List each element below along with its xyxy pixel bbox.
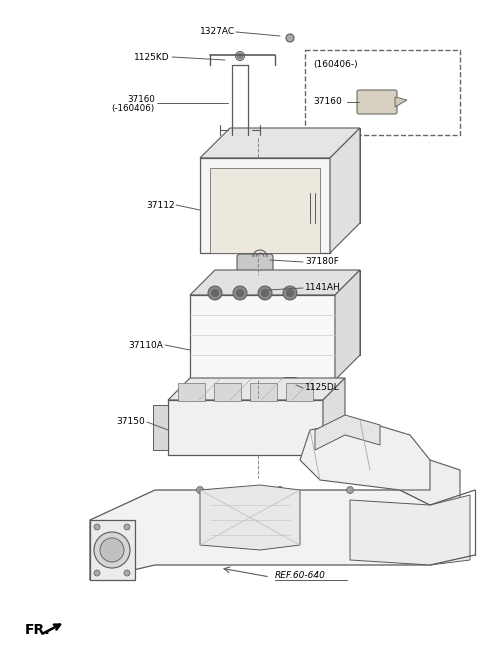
Bar — [190, 295, 335, 380]
Bar — [284, 377, 296, 383]
Text: 37112: 37112 — [146, 200, 175, 210]
Polygon shape — [90, 490, 430, 580]
Text: FR.: FR. — [25, 623, 51, 637]
Bar — [258, 280, 268, 285]
Circle shape — [211, 289, 219, 297]
Circle shape — [286, 289, 294, 297]
Text: 1125KD: 1125KD — [134, 52, 170, 62]
Text: 1125DL: 1125DL — [305, 383, 340, 392]
Polygon shape — [395, 97, 407, 107]
Circle shape — [94, 570, 100, 576]
FancyBboxPatch shape — [357, 90, 397, 114]
Circle shape — [283, 286, 297, 300]
Text: 1327AC: 1327AC — [200, 28, 235, 37]
Circle shape — [276, 487, 284, 493]
Polygon shape — [330, 128, 360, 253]
FancyBboxPatch shape — [237, 254, 273, 278]
Polygon shape — [300, 420, 430, 490]
Circle shape — [286, 34, 294, 42]
Circle shape — [238, 54, 242, 58]
Bar — [260, 282, 266, 298]
Bar — [305, 50, 460, 135]
Text: 37160: 37160 — [127, 96, 155, 105]
Circle shape — [261, 289, 269, 297]
Text: 37180F: 37180F — [305, 257, 339, 267]
Circle shape — [124, 570, 130, 576]
Polygon shape — [315, 415, 380, 450]
Bar — [168, 400, 323, 455]
Bar — [287, 380, 293, 400]
Polygon shape — [200, 128, 360, 158]
Polygon shape — [350, 495, 470, 565]
Polygon shape — [400, 460, 460, 505]
Text: (160406-): (160406-) — [313, 60, 358, 69]
Circle shape — [347, 487, 353, 493]
Circle shape — [94, 524, 100, 530]
Bar — [153, 405, 168, 450]
Bar — [210, 168, 320, 253]
Circle shape — [236, 289, 244, 297]
Polygon shape — [90, 520, 135, 580]
Circle shape — [236, 52, 244, 60]
Circle shape — [233, 286, 247, 300]
Bar — [286, 383, 313, 401]
Bar — [250, 383, 277, 401]
Polygon shape — [190, 270, 360, 295]
Polygon shape — [200, 485, 300, 550]
Circle shape — [124, 524, 130, 530]
Text: 37110A: 37110A — [128, 341, 163, 350]
Polygon shape — [335, 270, 360, 380]
Text: 37160: 37160 — [313, 98, 342, 107]
Polygon shape — [215, 270, 360, 355]
Text: 1141AH: 1141AH — [305, 284, 341, 293]
Polygon shape — [168, 378, 345, 400]
Bar — [178, 383, 205, 401]
Circle shape — [100, 538, 124, 562]
Polygon shape — [230, 128, 360, 223]
Bar — [214, 383, 241, 401]
Circle shape — [94, 532, 130, 568]
Circle shape — [258, 286, 272, 300]
Bar — [200, 158, 330, 253]
Text: 37150: 37150 — [116, 417, 145, 426]
Text: REF.60-640: REF.60-640 — [275, 571, 326, 580]
Circle shape — [208, 286, 222, 300]
Polygon shape — [323, 378, 345, 455]
Text: (-160406): (-160406) — [112, 105, 155, 113]
Circle shape — [196, 487, 204, 493]
